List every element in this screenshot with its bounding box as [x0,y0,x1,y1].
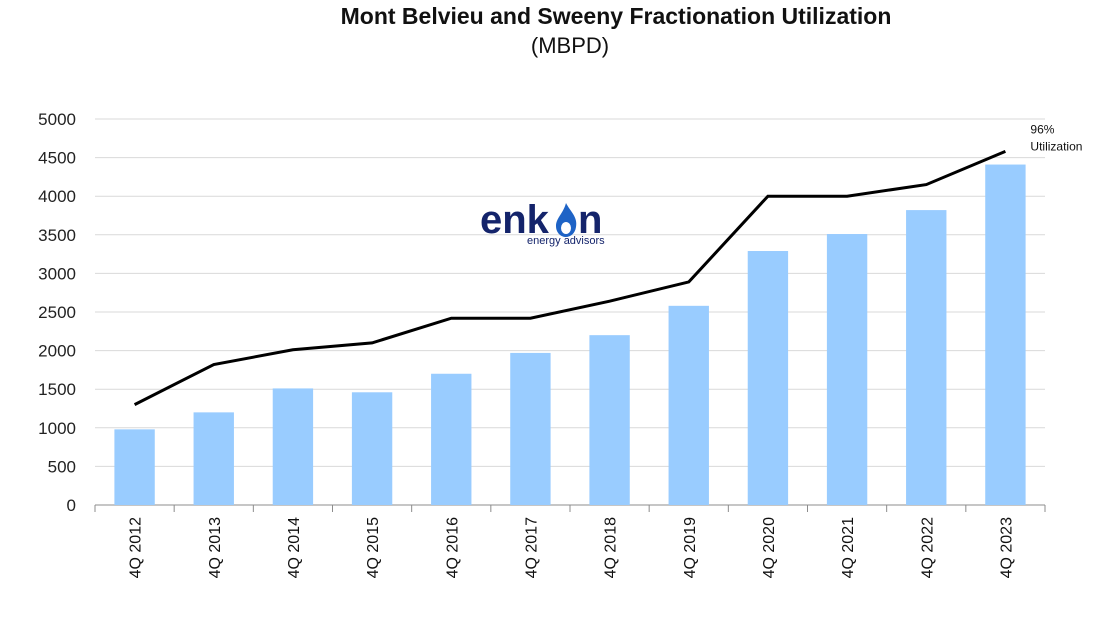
x-tick-label: 4Q 2013 [207,517,224,578]
bar [589,335,630,505]
line-series [133,150,1006,406]
y-tick-label: 1000 [38,419,76,438]
x-tick-label: 4Q 2020 [761,517,778,578]
y-tick-label: 0 [67,496,76,515]
flame-icon: enk n [480,198,602,242]
x-tick-label: 4Q 2021 [840,517,857,578]
annotation-label: Utilization [1030,139,1082,153]
x-tick-label: 4Q 2012 [128,517,145,578]
bar [510,352,551,505]
x-tick-label: 4Q 2018 [603,517,620,578]
logo: enkon enk n energy advisors [480,193,610,255]
bar [985,164,1026,505]
y-tick-label: 4500 [38,149,76,168]
bar [668,305,709,505]
bar [906,210,947,505]
y-tick-label: 3500 [38,226,76,245]
bar [193,412,234,505]
y-tick-label: 2500 [38,303,76,322]
x-tick-label: 4Q 2015 [365,517,382,578]
bar [431,373,472,505]
y-tick-label: 2000 [38,342,76,361]
y-tick-label: 3000 [38,264,76,283]
y-tick-label: 1500 [38,380,76,399]
svg-text:n: n [578,198,602,242]
x-tick-label: 4Q 2017 [523,517,540,578]
x-tick-label: 4Q 2022 [919,517,936,578]
annotation-label: 96% [1030,122,1054,136]
x-tick-label: 4Q 2023 [998,517,1015,578]
bar [351,392,393,505]
bar [747,251,789,505]
chart-title: Mont Belvieu and Sweeny Fractionation Ut… [340,3,892,29]
chart-subtitle: (MBPD) [530,33,610,58]
x-tick-label: 4Q 2016 [444,517,461,578]
y-tick-label: 5000 [38,110,76,129]
x-tick-label: 4Q 2014 [286,517,303,578]
bar [114,429,155,505]
y-tick-label: 4000 [38,187,76,206]
logo-tagline: energy advisors [527,235,605,247]
y-tick-label: 500 [48,457,76,476]
bar [826,234,868,505]
svg-text:enk: enk [480,198,550,242]
bar [272,388,314,505]
x-tick-label: 4Q 2019 [682,517,699,578]
